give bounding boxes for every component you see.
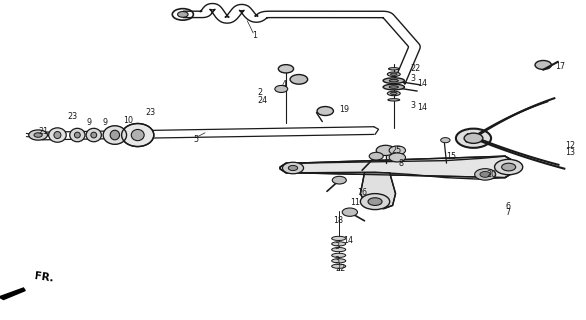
Circle shape: [376, 145, 395, 156]
Text: 16: 16: [357, 188, 367, 197]
Ellipse shape: [332, 264, 346, 268]
Circle shape: [389, 146, 406, 155]
Text: 6: 6: [505, 202, 510, 211]
Ellipse shape: [110, 130, 120, 140]
Circle shape: [495, 159, 523, 175]
Ellipse shape: [121, 124, 154, 147]
Text: 8: 8: [398, 159, 404, 168]
Ellipse shape: [388, 99, 400, 101]
Text: 22: 22: [335, 264, 345, 273]
Ellipse shape: [332, 259, 346, 263]
Ellipse shape: [389, 79, 398, 82]
Ellipse shape: [91, 132, 97, 138]
Text: 11: 11: [350, 198, 360, 207]
Ellipse shape: [86, 128, 101, 142]
Text: 12: 12: [565, 141, 575, 150]
Ellipse shape: [390, 73, 397, 76]
Polygon shape: [0, 288, 25, 300]
Ellipse shape: [70, 128, 85, 142]
Circle shape: [342, 208, 357, 216]
Text: 24: 24: [258, 96, 268, 105]
Ellipse shape: [49, 128, 66, 142]
Circle shape: [290, 75, 308, 84]
Text: 21: 21: [38, 127, 48, 136]
Circle shape: [389, 153, 406, 162]
Ellipse shape: [389, 68, 399, 70]
Circle shape: [288, 165, 298, 171]
Ellipse shape: [332, 242, 346, 246]
Text: 25: 25: [391, 146, 401, 155]
Circle shape: [360, 194, 390, 210]
Text: 17: 17: [556, 62, 565, 71]
Circle shape: [275, 85, 288, 92]
Text: 20: 20: [486, 170, 496, 179]
Text: 23: 23: [145, 108, 155, 117]
Text: 15: 15: [447, 152, 456, 161]
Ellipse shape: [389, 86, 398, 88]
Text: 5: 5: [193, 135, 199, 144]
Circle shape: [475, 169, 496, 180]
Text: 1: 1: [252, 31, 257, 40]
Circle shape: [178, 12, 188, 17]
Ellipse shape: [390, 92, 397, 95]
Text: 3: 3: [334, 242, 339, 251]
Text: 22: 22: [410, 64, 420, 73]
Ellipse shape: [54, 132, 61, 139]
Text: 18: 18: [333, 216, 343, 225]
Circle shape: [332, 176, 346, 184]
Circle shape: [456, 129, 491, 148]
Polygon shape: [280, 156, 513, 178]
Ellipse shape: [103, 126, 127, 144]
Text: 7: 7: [505, 208, 510, 217]
Ellipse shape: [332, 236, 346, 241]
Text: 4: 4: [281, 80, 287, 89]
Ellipse shape: [383, 84, 404, 90]
Circle shape: [480, 172, 490, 177]
Ellipse shape: [131, 130, 144, 141]
Circle shape: [34, 133, 42, 137]
Ellipse shape: [387, 72, 400, 76]
Text: 3: 3: [410, 74, 415, 83]
Text: 9: 9: [87, 118, 92, 127]
Ellipse shape: [332, 253, 346, 257]
Circle shape: [369, 152, 383, 160]
Text: 3: 3: [410, 101, 415, 110]
Circle shape: [368, 198, 382, 205]
Ellipse shape: [74, 132, 80, 138]
Text: 9: 9: [103, 118, 108, 127]
Circle shape: [317, 107, 333, 116]
Text: 2: 2: [258, 88, 263, 97]
Text: 14: 14: [417, 103, 427, 112]
Ellipse shape: [332, 248, 346, 252]
Text: 3: 3: [334, 256, 339, 265]
Circle shape: [29, 130, 47, 140]
Polygon shape: [360, 173, 396, 209]
Circle shape: [502, 163, 516, 171]
Text: 19: 19: [339, 105, 349, 114]
Text: 10: 10: [123, 116, 133, 125]
Text: 23: 23: [67, 112, 77, 121]
Circle shape: [282, 162, 304, 174]
Circle shape: [535, 60, 551, 69]
Circle shape: [464, 133, 483, 143]
Text: 14: 14: [417, 79, 427, 88]
Circle shape: [441, 138, 450, 143]
Circle shape: [278, 65, 294, 73]
Ellipse shape: [387, 91, 400, 96]
Text: 14: 14: [343, 236, 353, 245]
Text: FR.: FR.: [34, 271, 54, 284]
Ellipse shape: [383, 78, 404, 84]
Text: 13: 13: [565, 148, 575, 156]
